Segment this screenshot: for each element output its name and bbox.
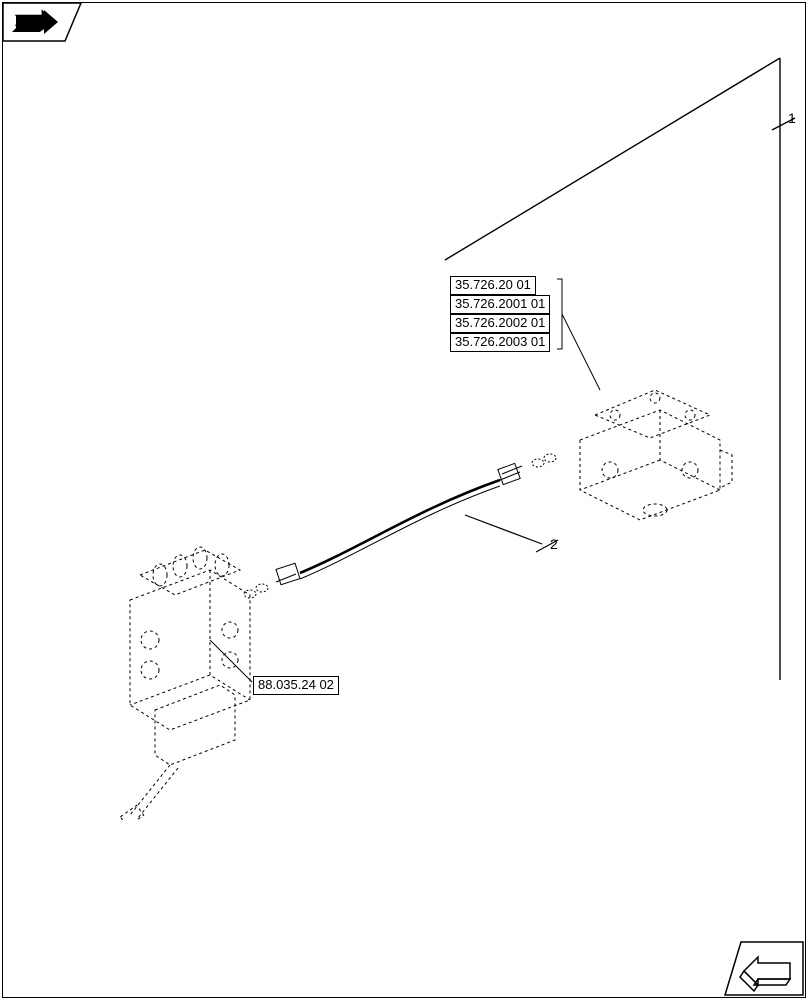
diagram-canvas: 1 35.726.20 01 35.726.2001 01 35.726.200… (0, 0, 808, 1000)
ref-35-726-20-01: 35.726.20 01 (450, 276, 536, 295)
page-frame (2, 2, 806, 998)
callout-2: 2 (550, 536, 558, 552)
ref-35-726-2001-01: 35.726.2001 01 (450, 295, 550, 314)
ref-88-035-24-02: 88.035.24 02 (253, 676, 339, 695)
ref-35-726-2003-01: 35.726.2003 01 (450, 333, 550, 352)
callout-1: 1 (788, 110, 796, 126)
top-left-arrow-icon (2, 2, 82, 42)
ref-35-726-2002-01: 35.726.2002 01 (450, 314, 550, 333)
bottom-right-arrow-icon (724, 941, 804, 996)
